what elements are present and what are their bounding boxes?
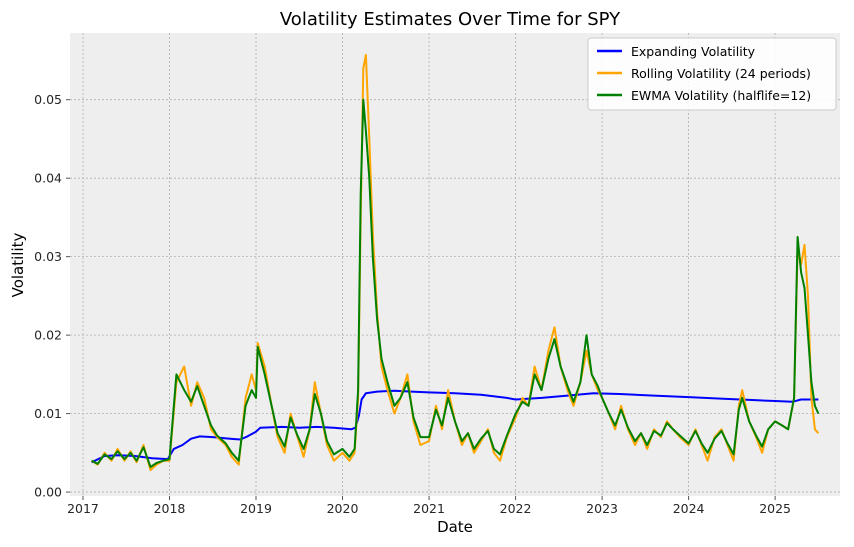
legend-box [587,37,837,111]
x-tick-label: 2019 [240,501,272,516]
y-axis-label: Volatility [9,232,27,297]
x-tick-label: 2023 [586,501,618,516]
y-axis-ticks: 0.00 0.01 0.02 0.03 0.04 0.05 [34,92,70,500]
grid [70,33,840,496]
x-tick-label: 2021 [413,501,445,516]
x-tick-label: 2025 [759,501,791,516]
y-tick-label: 0.01 [34,406,62,421]
x-axis-ticks: 2017 2018 2019 2020 2021 2022 2023 2024 2025 [67,496,791,516]
x-axis-label: Date [437,518,473,536]
x-tick-label: 2018 [154,501,186,516]
x-tick-label: 2022 [500,501,532,516]
legend: Expanding Volatility Rolling Volatility … [587,37,837,111]
legend-label-ewma: EWMA Volatility (halflife=12) [631,88,811,103]
y-tick-label: 0.03 [34,249,62,264]
y-tick-label: 0.05 [34,92,62,107]
x-tick-label: 2017 [67,501,99,516]
chart-title: Volatility Estimates Over Time for SPY [280,9,621,30]
x-tick-label: 2020 [327,501,359,516]
series-line-ewma [91,98,820,468]
y-tick-label: 0.00 [34,485,62,500]
series-line-expanding [91,389,819,464]
series-lines [91,54,820,472]
legend-label-expanding: Expanding Volatility [631,44,756,59]
legend-label-rolling: Rolling Volatility (24 periods) [631,66,811,81]
y-tick-label: 0.02 [34,328,62,343]
x-tick-label: 2024 [673,501,705,516]
y-tick-label: 0.04 [34,171,62,186]
